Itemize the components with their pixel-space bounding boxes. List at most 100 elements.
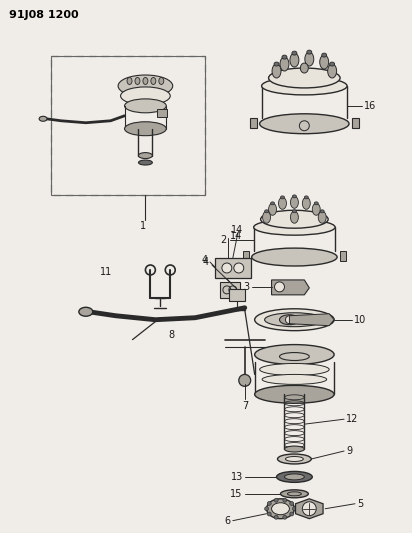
- Text: 13: 13: [230, 472, 243, 482]
- Ellipse shape: [278, 454, 311, 464]
- Ellipse shape: [262, 375, 327, 384]
- Text: 91J08 1200: 91J08 1200: [9, 10, 79, 20]
- Text: 6: 6: [225, 515, 231, 526]
- Ellipse shape: [279, 352, 309, 360]
- Ellipse shape: [290, 53, 299, 67]
- Ellipse shape: [320, 210, 324, 213]
- Ellipse shape: [265, 210, 269, 213]
- Bar: [220, 282, 240, 298]
- Bar: [51, 56, 205, 196]
- Ellipse shape: [279, 197, 286, 209]
- Text: 9: 9: [346, 446, 352, 456]
- Ellipse shape: [118, 75, 173, 97]
- Ellipse shape: [262, 77, 347, 95]
- Text: 10: 10: [354, 314, 366, 325]
- Ellipse shape: [261, 211, 328, 228]
- Text: 8: 8: [168, 329, 174, 340]
- Text: 7: 7: [242, 401, 248, 411]
- Text: 5: 5: [357, 499, 363, 509]
- Ellipse shape: [121, 87, 170, 105]
- Ellipse shape: [151, 77, 156, 84]
- Ellipse shape: [138, 160, 152, 165]
- Polygon shape: [290, 314, 334, 326]
- Ellipse shape: [292, 51, 297, 55]
- Text: 1: 1: [140, 221, 147, 231]
- Ellipse shape: [138, 152, 152, 158]
- Ellipse shape: [269, 68, 340, 88]
- Ellipse shape: [328, 64, 337, 78]
- Ellipse shape: [304, 196, 308, 199]
- Bar: [229, 289, 245, 301]
- Ellipse shape: [254, 219, 335, 235]
- Circle shape: [265, 507, 269, 511]
- Circle shape: [234, 263, 244, 273]
- Ellipse shape: [330, 62, 335, 66]
- Ellipse shape: [293, 195, 296, 198]
- Circle shape: [267, 512, 271, 516]
- Ellipse shape: [286, 456, 303, 462]
- Ellipse shape: [272, 503, 290, 515]
- Text: 16: 16: [364, 101, 376, 111]
- Circle shape: [302, 502, 316, 516]
- Ellipse shape: [260, 364, 329, 375]
- Text: 2: 2: [220, 235, 227, 245]
- Bar: [51, 56, 205, 196]
- Circle shape: [274, 515, 278, 519]
- Circle shape: [286, 316, 293, 324]
- Ellipse shape: [279, 315, 300, 325]
- Bar: [157, 109, 167, 117]
- Ellipse shape: [280, 57, 289, 71]
- Ellipse shape: [305, 52, 314, 66]
- Ellipse shape: [318, 211, 326, 223]
- Ellipse shape: [267, 499, 295, 519]
- Ellipse shape: [255, 345, 334, 365]
- Ellipse shape: [274, 62, 279, 66]
- Ellipse shape: [255, 309, 334, 330]
- Polygon shape: [295, 499, 323, 519]
- Circle shape: [274, 498, 278, 502]
- Polygon shape: [352, 118, 359, 128]
- Ellipse shape: [293, 210, 296, 213]
- Ellipse shape: [124, 99, 166, 113]
- Ellipse shape: [290, 196, 298, 208]
- Ellipse shape: [282, 55, 287, 59]
- Ellipse shape: [127, 77, 132, 84]
- Ellipse shape: [284, 446, 304, 452]
- Circle shape: [267, 502, 271, 505]
- Ellipse shape: [252, 248, 337, 266]
- Text: 12: 12: [346, 414, 358, 424]
- Ellipse shape: [135, 77, 140, 84]
- Polygon shape: [243, 251, 249, 261]
- Ellipse shape: [300, 63, 308, 73]
- Circle shape: [290, 512, 294, 516]
- Polygon shape: [340, 251, 346, 261]
- Text: 15: 15: [230, 489, 243, 499]
- Ellipse shape: [265, 313, 324, 327]
- Ellipse shape: [39, 116, 47, 122]
- Ellipse shape: [79, 308, 93, 316]
- Polygon shape: [272, 280, 309, 295]
- Text: 3: 3: [243, 282, 250, 292]
- Bar: [215, 258, 250, 278]
- Ellipse shape: [159, 77, 164, 84]
- Ellipse shape: [290, 211, 298, 223]
- Text: 14: 14: [231, 225, 243, 235]
- Ellipse shape: [269, 203, 276, 215]
- Polygon shape: [250, 118, 257, 128]
- Ellipse shape: [276, 471, 312, 482]
- Ellipse shape: [312, 203, 320, 215]
- Circle shape: [293, 507, 296, 511]
- Ellipse shape: [255, 385, 334, 403]
- Ellipse shape: [281, 490, 308, 498]
- Ellipse shape: [124, 122, 166, 136]
- Circle shape: [290, 502, 294, 505]
- Circle shape: [239, 375, 250, 386]
- Ellipse shape: [322, 53, 327, 57]
- Circle shape: [283, 515, 287, 519]
- Ellipse shape: [281, 196, 284, 199]
- Ellipse shape: [271, 202, 274, 205]
- Ellipse shape: [284, 474, 304, 480]
- Circle shape: [283, 498, 287, 502]
- Text: 11: 11: [101, 267, 112, 277]
- Ellipse shape: [260, 114, 349, 134]
